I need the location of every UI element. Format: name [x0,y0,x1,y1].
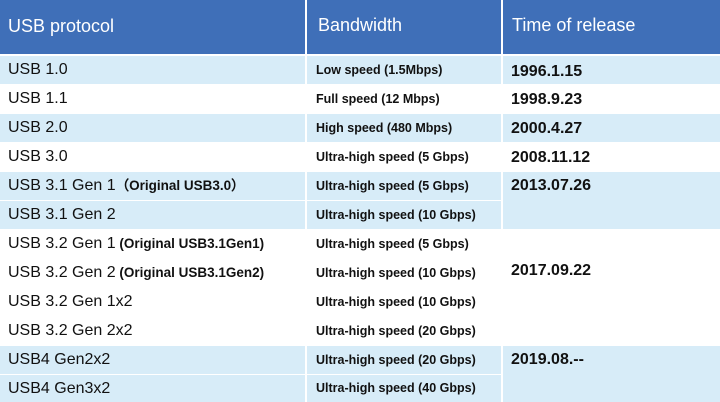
protocol-cell: USB 1.1 [0,85,305,113]
release-cell: 1996.1.15 [503,56,720,84]
bandwidth-value: Ultra-high speed (5 Gbps) [316,179,469,193]
bandwidth-cell: High speed (480 Mbps) [307,114,501,142]
release-date: 2017.09.22 [511,262,592,279]
bandwidth-value: Ultra-high speed (10 Gbps) [316,266,476,280]
protocol-name: USB 2.0 [8,119,68,136]
protocol-note: (Original USB3.1Gen1) [115,236,265,251]
header-protocol-label: USB protocol [8,16,115,36]
bandwidth-cell: Ultra-high speed (10 Gbps) [307,201,501,229]
release-date: 2013.07.26 [511,177,592,194]
bandwidth-cell: Ultra-high speed (10 Gbps) [307,259,501,287]
protocol-name: USB4 Gen2x2 [8,351,111,368]
bandwidth-cell: Ultra-high speed (40 Gbps) [307,375,501,402]
release-date: 1996.1.15 [511,63,583,80]
header-bandwidth-label: Bandwidth [318,15,403,35]
release-cell: 2008.11.12 [503,143,720,171]
protocol-cell: USB 3.1 Gen 1（Original USB3.0） [0,172,305,200]
bandwidth-cell: Ultra-high speed (10 Gbps) [307,288,501,316]
protocol-cell: USB 3.0 [0,143,305,171]
protocol-name: USB 3.2 Gen 2 [8,264,116,281]
release-cell: 1998.9.23 [503,85,720,113]
bandwidth-cell: Low speed (1.5Mbps) [307,56,501,84]
bandwidth-value: Full speed (12 Mbps) [316,92,440,106]
protocol-cell: USB 3.2 Gen 1x2 [0,288,305,316]
protocol-cell: USB 3.2 Gen 2 (Original USB3.1Gen2) [0,259,305,287]
bandwidth-cell: Ultra-high speed (20 Gbps) [307,346,501,374]
protocol-cell: USB 1.0 [0,56,305,84]
bandwidth-cell: Ultra-high speed (5 Gbps) [307,230,501,258]
release-date: 2008.11.12 [511,149,591,166]
protocol-name: USB 3.2 Gen 1x2 [8,293,133,310]
bandwidth-value: Ultra-high speed (20 Gbps) [316,324,476,338]
bandwidth-value: Ultra-high speed (40 Gbps) [316,381,476,395]
release-date: 1998.9.23 [511,91,583,108]
bandwidth-cell: Ultra-high speed (20 Gbps) [307,317,501,345]
release-cell: 2013.07.26 [503,172,720,229]
bandwidth-value: Ultra-high speed (10 Gbps) [316,295,476,309]
bandwidth-value: Ultra-high speed (10 Gbps) [316,208,476,222]
header-protocol: USB protocol [0,0,305,54]
bandwidth-cell: Ultra-high speed (5 Gbps) [307,143,501,171]
bandwidth-cell: Full speed (12 Mbps) [307,85,501,113]
protocol-cell: USB 3.2 Gen 2x2 [0,317,305,345]
header-bandwidth: Bandwidth [307,0,501,54]
release-date: 2019.08.-- [511,351,584,368]
protocol-name: USB 3.1 Gen 1 [8,177,116,194]
release-cell: 2000.4.27 [503,114,720,142]
protocol-name: USB 3.0 [8,148,68,165]
protocol-name: USB 1.0 [8,61,68,78]
bandwidth-value: Low speed (1.5Mbps) [316,63,443,77]
bandwidth-value: Ultra-high speed (5 Gbps) [316,150,469,164]
protocol-cell: USB 3.1 Gen 2 [0,201,305,229]
protocol-cell: USB 3.2 Gen 1 (Original USB3.1Gen1) [0,230,305,258]
release-cell: 2019.08.-- [503,346,720,402]
protocol-note: (Original USB3.1Gen2) [115,265,265,280]
header-release-label: Time of release [512,15,636,35]
bandwidth-value: Ultra-high speed (5 Gbps) [316,237,469,251]
bandwidth-value: High speed (480 Mbps) [316,121,453,135]
bandwidth-cell: Ultra-high speed (5 Gbps) [307,172,501,200]
protocol-name: USB4 Gen3x2 [8,380,111,397]
protocol-name: USB 3.1 Gen 2 [8,206,116,223]
protocol-cell: USB4 Gen3x2 [0,375,305,402]
header-release: Time of release [503,0,720,54]
release-date: 2000.4.27 [511,120,583,137]
protocol-name: USB 3.2 Gen 2x2 [8,322,133,339]
release-cell: 2017.09.22 [503,230,720,345]
protocol-cell: USB 2.0 [0,114,305,142]
bandwidth-value: Ultra-high speed (20 Gbps) [316,353,476,367]
protocol-note: （Original USB3.0） [115,178,245,193]
protocol-cell: USB4 Gen2x2 [0,346,305,374]
protocol-name: USB 1.1 [8,90,68,107]
protocol-name: USB 3.2 Gen 1 [8,235,116,252]
